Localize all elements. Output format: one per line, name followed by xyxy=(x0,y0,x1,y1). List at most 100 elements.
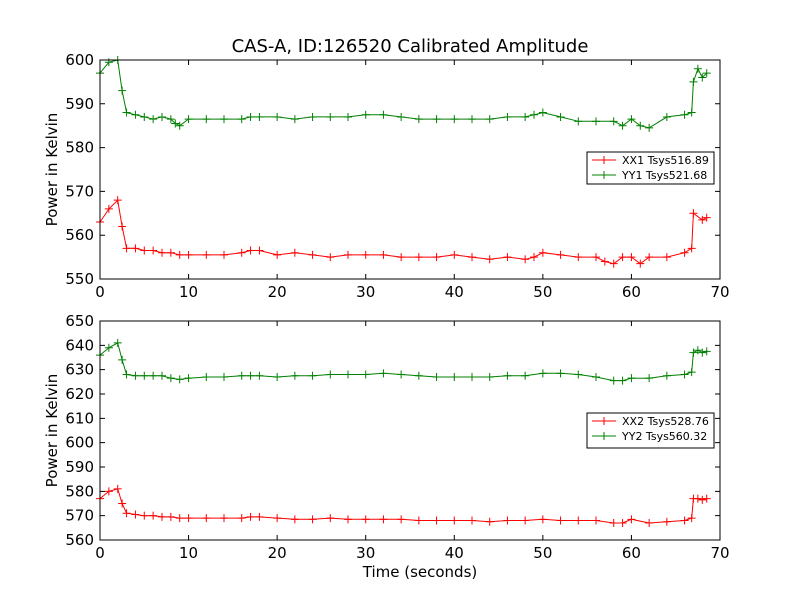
data-point xyxy=(592,372,600,381)
axes-frame xyxy=(99,320,721,541)
x-tick-label: 20 xyxy=(268,283,287,301)
data-point xyxy=(361,515,370,524)
x-axis-label: Time (seconds) xyxy=(362,563,478,581)
data-point xyxy=(273,250,282,259)
data-point xyxy=(609,518,618,527)
data-point xyxy=(521,112,530,121)
data-point xyxy=(344,515,352,524)
data-point xyxy=(131,110,140,119)
data-point xyxy=(538,369,547,378)
data-point xyxy=(521,371,530,380)
data-point xyxy=(627,374,636,383)
data-point xyxy=(361,250,370,259)
data-point xyxy=(556,369,565,378)
data-point xyxy=(397,370,406,379)
data-point xyxy=(379,369,388,378)
data-point xyxy=(680,370,689,379)
data-point xyxy=(237,371,246,380)
y-tick-label: 630 xyxy=(65,361,94,379)
x-tick-label: 50 xyxy=(533,544,552,562)
x-tick-label: 40 xyxy=(445,283,464,301)
data-point xyxy=(627,515,636,524)
legend: XX2 Tsys528.76 YY2 Tsys560.32 xyxy=(586,412,715,449)
y-tick-label: 570 xyxy=(65,182,94,200)
data-point xyxy=(689,209,698,218)
data-point xyxy=(702,69,711,78)
x-tick-label: 10 xyxy=(179,544,198,562)
data-point xyxy=(698,348,707,357)
data-point xyxy=(184,115,193,124)
data-point xyxy=(149,371,158,380)
data-point xyxy=(140,371,149,380)
series-markers-0-1 xyxy=(96,56,711,132)
data-point xyxy=(414,115,423,124)
data-point xyxy=(131,244,140,253)
data-point xyxy=(118,222,127,231)
data-point xyxy=(344,112,352,121)
data-point xyxy=(432,115,441,124)
data-point xyxy=(397,253,406,262)
x-tick-label: 50 xyxy=(533,283,552,301)
data-point xyxy=(246,246,255,255)
data-point xyxy=(689,348,698,357)
data-point xyxy=(175,375,184,384)
data-point xyxy=(246,371,255,380)
data-point xyxy=(450,250,459,259)
data-point xyxy=(702,494,711,503)
y-axis-label: Power in Kelvin xyxy=(43,113,61,227)
data-point xyxy=(361,370,370,379)
data-point xyxy=(574,370,583,379)
legend-label: XX1 Tsys516.89 xyxy=(622,154,709,167)
data-point xyxy=(184,514,193,523)
data-point xyxy=(166,374,175,383)
data-point xyxy=(468,372,476,381)
data-point xyxy=(149,246,158,255)
data-point xyxy=(118,86,127,95)
data-point xyxy=(698,73,707,82)
data-point xyxy=(104,343,113,352)
data-point xyxy=(379,110,388,119)
data-point xyxy=(122,370,131,379)
data-point xyxy=(255,246,264,255)
x-tick-label: 0 xyxy=(95,544,105,562)
data-point xyxy=(450,516,459,525)
data-point xyxy=(618,376,627,385)
series-line-0-0 xyxy=(99,199,707,265)
data-point xyxy=(687,244,696,253)
series-markers-0-0 xyxy=(96,196,711,268)
chart-title: CAS-A, ID:126520 Calibrated Amplitude xyxy=(232,36,589,57)
data-point xyxy=(273,514,282,523)
data-point xyxy=(689,77,698,86)
axes-bottom: 0 10 20 30 40 50 60 70 560 570 580 590 600 610 620 630 6… xyxy=(43,312,730,581)
data-point xyxy=(202,115,211,124)
data-point xyxy=(113,338,122,347)
data-point xyxy=(645,123,654,132)
data-point xyxy=(485,372,494,381)
data-point xyxy=(468,516,476,525)
data-point xyxy=(503,371,512,380)
y-tick-label: 560 xyxy=(65,531,94,549)
data-point xyxy=(503,253,512,262)
data-point xyxy=(556,250,565,259)
data-point xyxy=(326,514,335,523)
data-point xyxy=(636,121,645,130)
data-point xyxy=(627,115,636,124)
x-tick-label: 20 xyxy=(268,544,287,562)
legend-marker xyxy=(600,156,608,164)
data-point xyxy=(131,371,140,380)
data-point xyxy=(171,119,180,128)
legend-label: YY2 Tsys560.32 xyxy=(621,430,707,443)
data-point xyxy=(432,253,441,262)
data-point xyxy=(468,115,476,124)
y-tick-label: 600 xyxy=(65,51,94,69)
data-point xyxy=(220,115,228,124)
data-point xyxy=(645,253,654,262)
data-point xyxy=(636,259,645,268)
data-point xyxy=(662,253,671,262)
legend-marker xyxy=(600,417,608,425)
data-point xyxy=(326,253,335,262)
y-axis-label: Power in Kelvin xyxy=(43,374,61,488)
data-point xyxy=(592,253,600,262)
data-point xyxy=(662,112,671,121)
legend-label: YY1 Tsys521.68 xyxy=(621,169,707,182)
